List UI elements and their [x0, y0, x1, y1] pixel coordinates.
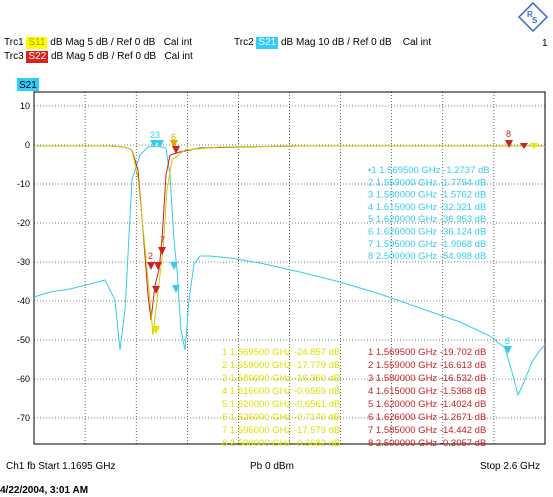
- trace2-scale: 10 dB /: [318, 37, 350, 48]
- marker-s21-4-icon[interactable]: [170, 262, 178, 270]
- trace3-param: S22: [26, 51, 49, 63]
- marker-s22-1-icon[interactable]: [152, 286, 160, 294]
- marker-table-s21: •1 1.569500 GHz -1.2737 dB2 1.559000 GHz…: [368, 165, 490, 262]
- marker-s21-2-icon[interactable]: [150, 140, 158, 148]
- trace3-scale: 5 dB /: [88, 51, 115, 62]
- marker-s22-7-icon[interactable]: [158, 247, 166, 255]
- trace1-ref: Ref 0 dB: [116, 37, 156, 48]
- marker-s21-3-icon[interactable]: [156, 140, 164, 148]
- trace3-format: dB Mag: [51, 51, 86, 62]
- marker-s11-8-icon[interactable]: [520, 143, 528, 149]
- trace1-id: Trc1: [4, 37, 24, 48]
- y-tick-label: -20: [17, 218, 30, 228]
- marker-row: 5 1.620000 GHz -0.6561 dB: [222, 399, 340, 410]
- trace1-format: dB Mag: [50, 37, 85, 48]
- trace1-cal: Cal int: [163, 37, 193, 48]
- marker-row: 6 1.626000 GHz -36.124 dB: [368, 227, 486, 238]
- trace3-cal: Cal int: [164, 51, 193, 62]
- marker-s21-8-icon[interactable]: [504, 346, 512, 354]
- channel-number: 1: [542, 38, 548, 49]
- trace1-scale: 5 dB /: [87, 37, 114, 48]
- marker-row: 5 1.620000 GHz -1.4024 dB: [368, 399, 486, 410]
- trace1-header[interactable]: Trc1 S11 dB Mag 5 dB / Ref 0 dB Cal int: [4, 37, 192, 49]
- marker-row: 7 1.585000 GHz -14.442 dB: [368, 425, 486, 436]
- marker-table-s11: 1 1.569500 GHz -24.857 dB 2 1.559000 GHz …: [222, 347, 340, 449]
- marker-row: 7 1.595000 GHz -17.579 dB: [222, 425, 340, 436]
- marker-row: 4 1.615000 GHz -32.321 dB: [368, 202, 486, 213]
- marker-row: 7 1.595000 GHz -1.9068 dB: [368, 239, 486, 250]
- marker-row: 8 2.500000 GHz -0.3057 dB: [368, 438, 486, 449]
- marker-table-s22: 1 1.569500 GHz -19.702 dB 2 1.559000 GHz …: [368, 347, 486, 449]
- trace1-param: S11: [26, 37, 48, 49]
- marker-s22-group-icon[interactable]: [172, 146, 180, 154]
- svg-text:R: R: [527, 10, 533, 19]
- marker-row: 3 1.580000 GHz -18.350 dB: [222, 373, 340, 384]
- y-tick-label: -50: [17, 335, 30, 345]
- grid: [34, 92, 545, 444]
- y-tick-label: -10: [17, 179, 30, 189]
- marker-glyphs: 23 6 8 2 7 8: [147, 129, 538, 354]
- marker-row: 2 1.559000 GHz -1.7794 dB: [368, 177, 486, 188]
- svg-text:S: S: [532, 16, 538, 25]
- trace3-header[interactable]: Trc3 S22 dB Mag 5 dB / Ref 0 dB Cal int: [4, 51, 193, 63]
- marker-row: 3 1.580000 GHz -16.532 dB: [368, 373, 486, 384]
- y-tick-label: -30: [17, 257, 30, 267]
- marker-label-6: 6: [171, 132, 176, 142]
- marker-s22-3-icon[interactable]: [154, 262, 162, 270]
- marker-s21-5-icon[interactable]: [172, 285, 180, 293]
- marker-yellow-8-icon[interactable]: [530, 143, 538, 149]
- marker-s22-2-icon[interactable]: [147, 262, 155, 270]
- trace3-id: Trc3: [4, 51, 24, 62]
- marker-label-7: 7: [160, 235, 165, 245]
- marker-row: 1 1.569500 GHz -24.857 dB: [222, 347, 340, 358]
- marker-row: 6 1.626000 GHz -1.2671 dB: [368, 412, 486, 423]
- y-tick-label: -70: [17, 413, 30, 423]
- marker-row: 5 1.620000 GHz -36.953 dB: [368, 214, 486, 225]
- marker-row: 3 1.580000 GHz -1.5762 dB: [368, 190, 486, 201]
- rohde-schwarz-logo-icon: R S: [518, 2, 548, 32]
- y-tick-label: -60: [17, 374, 30, 384]
- active-trace-label-bg: [17, 78, 39, 91]
- marker-label-2: 2: [148, 251, 153, 261]
- footer-stop: Stop 2.6 GHz: [480, 461, 541, 472]
- trace-s11: [34, 145, 545, 336]
- trace2-param: S21: [256, 37, 279, 49]
- y-tick-label: 0: [25, 140, 30, 150]
- trace2-format: dB Mag: [281, 37, 316, 48]
- footer-start: Ch1 fb Start 1.1695 GHz: [6, 461, 116, 472]
- marker-row: 6 1.626000 GHz -0.7170 dB: [222, 412, 340, 423]
- footer-power: Pb 0 dBm: [250, 461, 294, 472]
- marker-row: 8 2.500000 GHz -54.998 dB: [368, 251, 486, 262]
- trace2-cal: Cal int: [402, 37, 432, 48]
- marker-s11-1-icon[interactable]: [152, 326, 160, 334]
- marker-row: 2 1.559000 GHz -16.613 dB: [368, 360, 486, 371]
- marker-label-23: 23: [150, 130, 160, 140]
- marker-row: 1 1.569500 GHz -19.702 dB: [368, 347, 486, 358]
- marker-label-s21-8: 8: [505, 336, 510, 346]
- trace2-id: Trc2: [234, 37, 254, 48]
- timestamp: 4/22/2004, 3:01 AM: [0, 485, 89, 496]
- marker-row: 4 1.615000 GHz -1.5368 dB: [368, 386, 486, 397]
- marker-label-8: 8: [506, 129, 511, 139]
- marker-row: 2 1.559000 GHz -17.779 dB: [222, 360, 340, 371]
- y-tick-label: 10: [20, 101, 30, 111]
- marker-s22-8-icon[interactable]: [505, 140, 513, 148]
- y-tick-labels: 10 0 -10 -20 -30 -40 -50 -60 -70: [17, 101, 30, 423]
- trace2-header[interactable]: Trc2 S21 dB Mag 10 dB / Ref 0 dB Cal int: [234, 37, 431, 49]
- marker-row: 8 2.500000 GHz -0.3682 dB: [222, 438, 340, 449]
- y-tick-label: -40: [17, 296, 30, 306]
- marker-s11-group-icon[interactable]: [170, 140, 178, 148]
- active-trace-label: S21: [19, 80, 37, 91]
- marker-row: •1 1.569500 GHz -1.2737 dB: [368, 165, 490, 176]
- trace3-ref: Ref 0 dB: [117, 51, 157, 62]
- trace2-ref: Ref 0 dB: [352, 37, 392, 48]
- marker-row: 4 1.615000 GHz -0.6569 dB: [222, 386, 340, 397]
